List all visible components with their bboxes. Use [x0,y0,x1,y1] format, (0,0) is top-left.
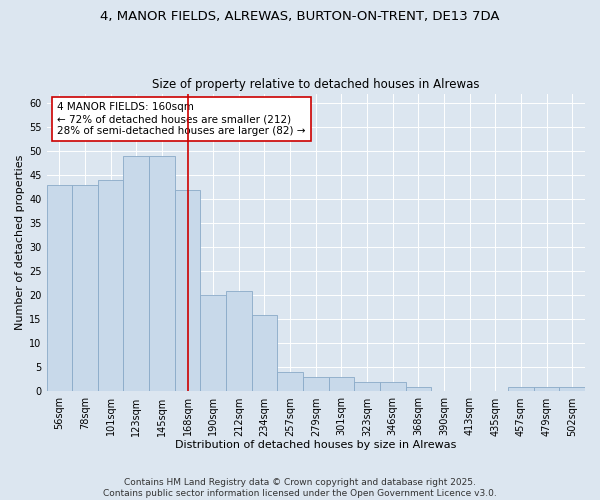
Bar [47,185,72,392]
Bar [534,386,559,392]
Bar [329,377,354,392]
Bar [124,156,149,392]
Bar [226,290,251,392]
Bar [175,190,200,392]
Bar [508,386,534,392]
Text: Contains HM Land Registry data © Crown copyright and database right 2025.
Contai: Contains HM Land Registry data © Crown c… [103,478,497,498]
Bar [559,386,585,392]
Text: 4, MANOR FIELDS, ALREWAS, BURTON-ON-TRENT, DE13 7DA: 4, MANOR FIELDS, ALREWAS, BURTON-ON-TREN… [100,10,500,23]
Text: 4 MANOR FIELDS: 160sqm
← 72% of detached houses are smaller (212)
28% of semi-de: 4 MANOR FIELDS: 160sqm ← 72% of detached… [57,102,306,136]
Bar [303,377,329,392]
Bar [251,314,277,392]
Bar [380,382,406,392]
Bar [406,386,431,392]
Bar [98,180,124,392]
Title: Size of property relative to detached houses in Alrewas: Size of property relative to detached ho… [152,78,479,91]
Bar [72,185,98,392]
Bar [149,156,175,392]
Bar [277,372,303,392]
Bar [354,382,380,392]
X-axis label: Distribution of detached houses by size in Alrewas: Distribution of detached houses by size … [175,440,457,450]
Y-axis label: Number of detached properties: Number of detached properties [15,155,25,330]
Bar [200,296,226,392]
